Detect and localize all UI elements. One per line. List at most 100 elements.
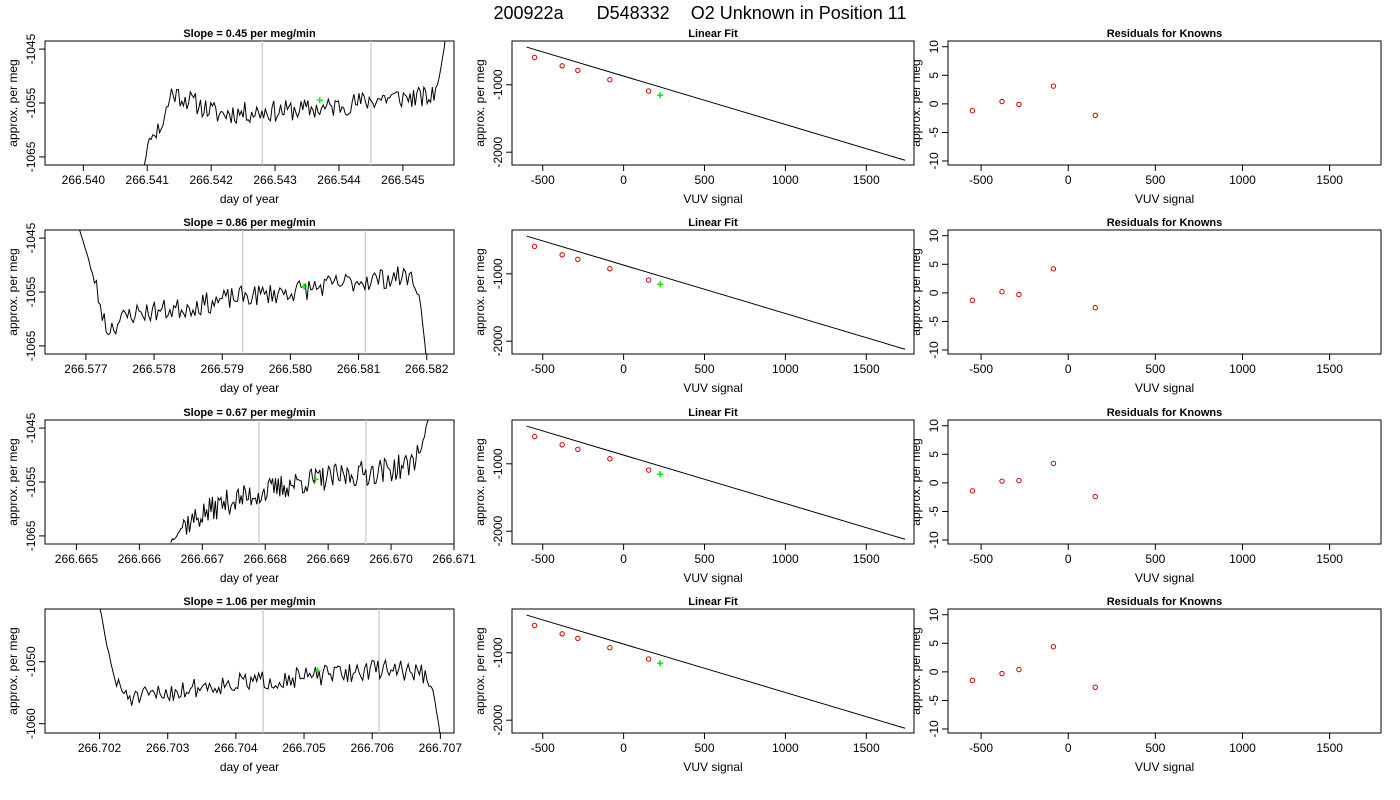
known-standard-point	[531, 243, 538, 250]
residual-point	[969, 297, 976, 303]
x-tick-label: 266.667	[181, 552, 225, 566]
residual-point	[999, 478, 1005, 484]
y-tick-label: 0	[927, 289, 941, 296]
y-tick-label: -5	[927, 506, 941, 517]
x-tick-label: 0	[620, 552, 627, 566]
y-tick-label: -2000	[491, 326, 505, 357]
timeseries-panel-3: Slope = 0.67 per meg/min day of year appro…	[6, 407, 476, 585]
x-tick-label: 266.545	[381, 173, 425, 187]
x-axis-label: VUV signal	[683, 571, 742, 585]
x-tick-label: 266.702	[78, 741, 122, 755]
x-tick-label: 1500	[853, 173, 880, 187]
sample-id: D548332	[597, 3, 670, 23]
linear-fit-panel-1: Linear Fit VUV signal approx. per meg -500 0…	[473, 28, 915, 206]
x-axis-label: day of year	[220, 571, 279, 585]
plot-frame	[511, 229, 915, 355]
y-tick-label: -1045	[24, 412, 38, 443]
x-tick-label: 500	[1145, 362, 1165, 376]
x-tick-label: 500	[694, 173, 714, 187]
x-axis-label: VUV signal	[1135, 760, 1194, 774]
x-tick-label: -500	[969, 362, 993, 376]
plot-title: Linear Fit	[688, 407, 738, 419]
x-tick-label: 266.665	[55, 552, 99, 566]
known-standard-point	[559, 442, 565, 448]
timeseries-panel-2: Slope = 0.86 per meg/min day of year appro…	[6, 217, 455, 395]
run-id: 200922a	[494, 3, 565, 23]
fit-line	[526, 46, 906, 161]
y-tick-label: -10	[927, 341, 941, 359]
x-axis-label: day of year	[220, 381, 279, 395]
x-tick-label: -500	[531, 173, 555, 187]
y-tick-label: -10	[927, 531, 941, 549]
x-tick-label: 266.706	[351, 741, 395, 755]
residual-point	[1092, 493, 1098, 500]
x-tick-label: 1000	[1229, 552, 1256, 566]
x-tick-label: -500	[531, 741, 555, 755]
plot-title: Residuals for Knowns	[1107, 28, 1223, 40]
plot-frame	[511, 419, 915, 545]
plot-title: Slope = 1.06 per meg/min	[183, 596, 316, 608]
residual-point	[999, 289, 1005, 295]
x-tick-label: 1000	[1229, 741, 1256, 755]
x-tick-label: 500	[694, 741, 714, 755]
y-tick-label: 10	[927, 419, 941, 433]
plot-frame	[44, 229, 455, 355]
signal-trace	[170, 420, 429, 543]
signal-trace	[99, 609, 441, 733]
x-tick-label: 266.707	[419, 741, 463, 755]
plot-frame	[947, 419, 1382, 545]
y-tick-label: -1000	[491, 258, 505, 289]
y-tick-label: 5	[927, 261, 941, 268]
residuals-panel-3: Residuals for Knowns VUV signal approx. pe…	[909, 407, 1382, 585]
x-tick-label: 1000	[772, 741, 799, 755]
known-standard-point	[559, 631, 565, 637]
plot-title: Residuals for Knowns	[1107, 407, 1223, 419]
y-tick-label: -1000	[491, 69, 505, 100]
y-axis-label: approx. per meg	[909, 627, 923, 714]
y-tick-label: 0	[927, 668, 941, 675]
y-tick-label: 10	[927, 229, 941, 243]
residual-point	[1016, 101, 1022, 108]
residual-point	[969, 108, 976, 114]
y-tick-label: -2000	[491, 516, 505, 547]
timeseries-panel-4: Slope = 1.06 per meg/min day of year appro…	[6, 596, 462, 774]
residuals-panel-4: Residuals for Knowns VUV signal approx. pe…	[909, 596, 1382, 774]
x-tick-label: -500	[969, 173, 993, 187]
x-tick-label: 1500	[1316, 741, 1343, 755]
x-tick-label: 0	[1065, 741, 1072, 755]
y-axis-label: approx. per meg	[473, 248, 487, 335]
y-tick-label: -1065	[24, 520, 38, 551]
plot-frame	[511, 608, 915, 734]
x-tick-label: 266.704	[214, 741, 258, 755]
signal-trace	[79, 230, 427, 354]
plot-title: Linear Fit	[688, 28, 738, 40]
y-tick-label: -1000	[491, 448, 505, 479]
x-tick-label: 266.705	[282, 741, 326, 755]
linear-fit-panel-4: Linear Fit VUV signal approx. per meg -500 0…	[473, 596, 915, 774]
y-tick-label: 10	[927, 608, 941, 622]
y-tick-label: -5	[927, 127, 941, 138]
x-tick-label: 0	[620, 173, 627, 187]
fit-line	[526, 425, 906, 540]
known-standard-point	[559, 252, 565, 258]
x-tick-label: 266.542	[189, 173, 233, 187]
x-tick-label: 1000	[772, 362, 799, 376]
x-tick-label: 266.703	[146, 741, 190, 755]
x-tick-label: 500	[1145, 741, 1165, 755]
x-tick-label: 1500	[853, 362, 880, 376]
linear-fit-panel-3: Linear Fit VUV signal approx. per meg -500 0…	[473, 407, 915, 585]
residual-point	[999, 98, 1005, 105]
y-tick-label: -1065	[24, 141, 38, 172]
y-tick-label: -10	[927, 720, 941, 738]
x-tick-label: 266.670	[369, 552, 413, 566]
x-tick-label: 1500	[1316, 362, 1343, 376]
y-tick-label: -2000	[491, 137, 505, 168]
y-tick-label: 0	[927, 100, 941, 107]
x-axis-label: VUV signal	[683, 192, 742, 206]
known-standard-point	[607, 77, 613, 83]
y-tick-label: 10	[927, 40, 941, 54]
known-standard-point	[575, 446, 581, 453]
known-standard-point	[531, 54, 538, 61]
known-standard-point	[645, 88, 652, 94]
x-tick-label: -500	[531, 362, 555, 376]
